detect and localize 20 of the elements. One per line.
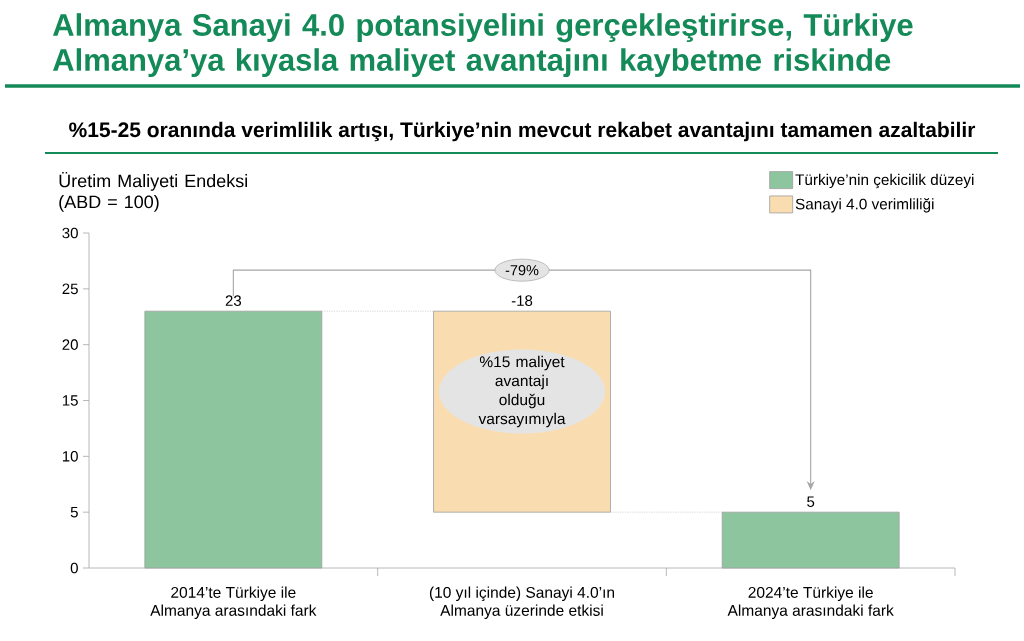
- x-tick-label: 2014’te Türkiye ile Almanya arasındaki fark: [150, 586, 317, 619]
- y-axis-title: Üretim Maliyeti Endeksi (ABD = 100): [59, 172, 247, 212]
- data-label: 5: [807, 496, 815, 507]
- x-tick-label: 2024’te Türkiye ile Almanya arasındaki fark: [727, 586, 894, 619]
- y-tick-label: 10: [62, 451, 78, 462]
- data-label: -18: [511, 295, 533, 306]
- annotation: -79%: [505, 265, 539, 276]
- y-tick-label: 20: [62, 339, 78, 350]
- y-tick-label: 0: [70, 562, 78, 574]
- annotation: %15 maliyet avantajı olduğu varsayımıyla: [478, 355, 566, 428]
- y-tick-label: 5: [70, 506, 78, 518]
- chart-subtitle: %15-25 oranında verimlilik artışı, Türkiye’nin mevcut rekabet avantajını tamamen azaltabilir: [69, 121, 976, 142]
- y-tick-label: 30: [62, 227, 78, 239]
- chart-title: Almanya Sanayi 4.0 potansiyelini gerçekleştirirse, Türkiye Almanya’ya kıyasla maliyet avantajını kaybetme riskinde: [52, 13, 913, 78]
- data-label: 23: [225, 295, 242, 306]
- legend-label: Sanayi 4.0 verimliliği: [795, 198, 934, 213]
- legend-label: Türkiye’nin çekicilik düzeyi: [795, 173, 974, 189]
- x-tick-label: (10 yıl içinde) Sanayi 4.0’ın Almanya üzerinde etkisi: [429, 586, 615, 619]
- y-tick-label: 15: [62, 395, 78, 406]
- y-tick-label: 25: [62, 283, 78, 295]
